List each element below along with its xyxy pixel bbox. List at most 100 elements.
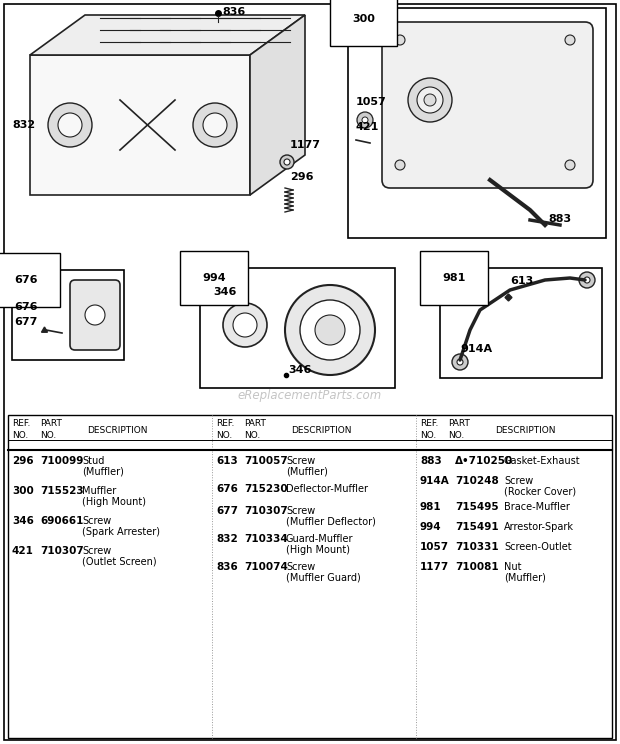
Circle shape (565, 35, 575, 45)
Circle shape (58, 113, 82, 137)
Text: 613: 613 (510, 276, 533, 286)
Bar (440, 268, 602, 378)
Text: 710099: 710099 (40, 456, 83, 466)
Circle shape (203, 113, 227, 137)
Text: 710074: 710074 (244, 562, 288, 572)
Text: 1177: 1177 (290, 140, 321, 150)
Text: 715523: 715523 (40, 486, 84, 496)
Text: Δ•710250: Δ•710250 (455, 456, 513, 466)
Text: NO.: NO. (244, 431, 260, 440)
Text: Screw: Screw (286, 562, 315, 572)
Text: 710334: 710334 (244, 534, 288, 544)
Text: PART: PART (448, 419, 470, 428)
Circle shape (579, 272, 595, 288)
Circle shape (280, 155, 294, 169)
Text: 832: 832 (12, 120, 35, 130)
Text: 1057: 1057 (356, 97, 387, 107)
Text: Stud: Stud (82, 456, 104, 466)
Text: Arrestor-Spark: Arrestor-Spark (504, 522, 574, 532)
Text: 836: 836 (222, 7, 246, 17)
Text: Screw: Screw (82, 516, 111, 526)
Text: (Outlet Screen): (Outlet Screen) (82, 557, 157, 567)
Text: 676: 676 (14, 302, 37, 312)
FancyBboxPatch shape (382, 22, 593, 188)
Circle shape (233, 313, 257, 337)
Text: (Spark Arrester): (Spark Arrester) (82, 527, 160, 537)
Text: 677: 677 (14, 317, 37, 327)
Text: DESCRIPTION: DESCRIPTION (291, 426, 352, 435)
Text: 710307: 710307 (40, 546, 84, 556)
Circle shape (584, 277, 590, 283)
Circle shape (300, 300, 360, 360)
Text: 832: 832 (216, 534, 237, 544)
Text: REF.: REF. (12, 419, 30, 428)
Text: 710331: 710331 (455, 542, 498, 552)
Text: DESCRIPTION: DESCRIPTION (495, 426, 556, 435)
Text: Screen-Outlet: Screen-Outlet (504, 542, 572, 552)
Text: (Muffler): (Muffler) (504, 573, 546, 583)
Bar (348, 8, 606, 238)
Text: Brace-Muffler: Brace-Muffler (504, 502, 570, 512)
Text: 346: 346 (213, 287, 236, 297)
Circle shape (223, 303, 267, 347)
Circle shape (424, 94, 436, 106)
Text: 710057: 710057 (244, 456, 288, 466)
Circle shape (284, 159, 290, 165)
Text: Gasket-Exhaust: Gasket-Exhaust (504, 456, 580, 466)
Text: 883: 883 (548, 214, 571, 224)
Circle shape (315, 315, 345, 345)
Text: REF.: REF. (420, 419, 438, 428)
Text: 710307: 710307 (244, 506, 288, 516)
Text: 613: 613 (216, 456, 237, 466)
Text: Muffler: Muffler (82, 486, 117, 496)
Text: 296: 296 (12, 456, 33, 466)
Circle shape (357, 112, 373, 128)
Circle shape (565, 160, 575, 170)
Text: 914A: 914A (420, 476, 449, 486)
Circle shape (452, 354, 468, 370)
Text: 300: 300 (12, 486, 33, 496)
Text: 836: 836 (216, 562, 237, 572)
Text: 994: 994 (202, 273, 226, 283)
Text: Nut: Nut (504, 562, 521, 572)
Bar (200, 268, 395, 388)
Text: 421: 421 (12, 546, 34, 556)
Text: (Muffler Guard): (Muffler Guard) (286, 573, 361, 583)
Text: 1057: 1057 (420, 542, 449, 552)
Text: Screw: Screw (82, 546, 111, 556)
Text: NO.: NO. (216, 431, 232, 440)
Text: eReplacementParts.com: eReplacementParts.com (238, 388, 382, 402)
Text: Screw: Screw (286, 506, 315, 516)
Text: (Muffler): (Muffler) (286, 467, 328, 477)
Circle shape (417, 87, 443, 113)
Circle shape (285, 285, 375, 375)
Text: 296: 296 (290, 172, 314, 182)
Text: Screw: Screw (504, 476, 533, 486)
Text: 994: 994 (420, 522, 441, 532)
FancyBboxPatch shape (30, 55, 250, 195)
Text: 346: 346 (12, 516, 34, 526)
Circle shape (362, 117, 368, 123)
Text: 1177: 1177 (420, 562, 449, 572)
Circle shape (408, 78, 452, 122)
Text: (High Mount): (High Mount) (286, 545, 350, 555)
Text: DESCRIPTION: DESCRIPTION (87, 426, 148, 435)
Circle shape (48, 103, 92, 147)
Text: 690661: 690661 (40, 516, 83, 526)
Text: 914A: 914A (460, 344, 492, 354)
Polygon shape (30, 15, 305, 55)
Text: Deflector-Muffler: Deflector-Muffler (286, 484, 368, 494)
Circle shape (457, 359, 463, 365)
Circle shape (193, 103, 237, 147)
Text: Guard-Muffler: Guard-Muffler (286, 534, 353, 544)
Text: 710081: 710081 (455, 562, 498, 572)
Text: 676: 676 (216, 484, 238, 494)
Text: (High Mount): (High Mount) (82, 497, 146, 507)
Text: 710248: 710248 (455, 476, 498, 486)
Text: NO.: NO. (448, 431, 464, 440)
Circle shape (395, 160, 405, 170)
Text: 300: 300 (352, 14, 375, 24)
Text: NO.: NO. (12, 431, 29, 440)
Text: 676: 676 (14, 275, 37, 285)
Text: 677: 677 (216, 506, 238, 516)
